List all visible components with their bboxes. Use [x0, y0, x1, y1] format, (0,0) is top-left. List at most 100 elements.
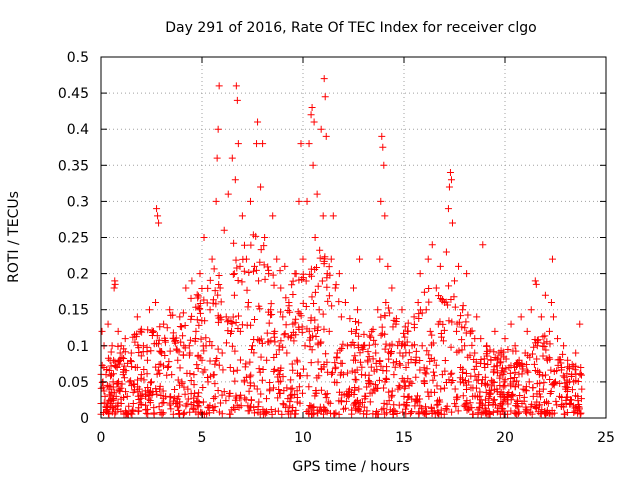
scatter-point — [331, 359, 339, 367]
scatter-point — [136, 399, 144, 407]
scatter-point — [493, 354, 501, 362]
scatter-point — [451, 277, 458, 285]
scatter-point — [147, 379, 155, 387]
scatter-point — [339, 340, 347, 348]
scatter-point — [457, 312, 465, 320]
scatter-point — [414, 398, 422, 406]
scatter-point — [230, 239, 238, 247]
scatter-point — [115, 385, 123, 393]
y-tick-label: 0.05 — [58, 375, 89, 391]
scatter-point — [351, 375, 359, 383]
scatter-point — [255, 302, 263, 310]
scatter-point — [135, 404, 143, 412]
scatter-point — [310, 118, 318, 126]
scatter-point — [320, 75, 328, 83]
scatter-point — [354, 306, 362, 314]
scatter-point — [175, 348, 183, 356]
scatter-point — [390, 371, 398, 379]
scatter-point — [158, 408, 166, 416]
scatter-point — [103, 381, 111, 389]
scatter-point — [500, 353, 508, 361]
scatter-point — [469, 410, 477, 418]
scatter-point — [270, 367, 278, 375]
scatter-point — [404, 359, 412, 367]
scatter-point — [232, 82, 240, 90]
scatter-point — [378, 330, 386, 338]
scatter-point — [388, 391, 396, 399]
scatter-point — [553, 401, 561, 409]
scatter-point — [331, 410, 339, 418]
scatter-point — [354, 341, 362, 349]
scatter-point — [529, 384, 537, 392]
scatter-point — [487, 386, 495, 394]
scatter-point — [259, 140, 267, 148]
scatter-point — [142, 401, 150, 409]
scatter-point — [365, 353, 373, 361]
scatter-point — [485, 399, 493, 407]
scatter-point — [511, 368, 519, 376]
scatter-point — [477, 335, 485, 343]
scatter-point — [214, 318, 222, 326]
scatter-point — [533, 390, 541, 398]
scatter-point — [206, 357, 214, 365]
scatter-point — [504, 346, 512, 354]
x-tick-label: 10 — [294, 430, 312, 446]
scatter-point — [186, 336, 194, 344]
scatter-point — [187, 401, 195, 409]
scatter-point — [218, 391, 226, 399]
scatter-point — [348, 367, 356, 375]
scatter-point — [505, 363, 513, 371]
scatter-point — [184, 385, 192, 393]
scatter-point — [416, 395, 424, 403]
scatter-point — [263, 356, 271, 364]
scatter-point — [561, 373, 569, 381]
scatter-point — [381, 212, 389, 220]
scatter-point — [263, 409, 271, 417]
scatter-point — [219, 366, 227, 374]
scatter-point — [352, 356, 360, 364]
scatter-point — [143, 356, 151, 364]
scatter-point — [355, 385, 363, 393]
grid-lines — [101, 57, 606, 418]
scatter-point — [271, 327, 279, 335]
scatter-point — [450, 293, 458, 301]
scatter-point — [558, 363, 566, 371]
scatter-point — [453, 320, 461, 328]
scatter-point — [347, 341, 355, 349]
scatter-point — [542, 346, 550, 354]
scatter-point — [226, 363, 234, 371]
scatter-point — [129, 400, 137, 408]
scatter-point — [265, 338, 273, 346]
scatter-point — [256, 258, 264, 266]
scatter-point — [415, 314, 423, 322]
scatter-point — [362, 392, 370, 400]
scatter-point — [577, 409, 585, 417]
scatter-point — [260, 261, 268, 269]
scatter-point — [460, 379, 468, 387]
scatter-point — [366, 332, 374, 340]
scatter-point — [297, 312, 305, 320]
scatter-point — [303, 408, 311, 416]
scatter-point — [236, 356, 244, 364]
scatter-point — [434, 320, 442, 328]
scatter-point — [215, 361, 223, 369]
scatter-point — [250, 382, 258, 390]
scatter-point — [323, 358, 331, 366]
y-tick-label: 0 — [80, 411, 89, 427]
scatter-point — [290, 337, 298, 345]
scatter-point — [117, 342, 125, 350]
scatter-point — [422, 306, 430, 314]
scatter-point — [233, 264, 241, 272]
scatter-point — [489, 378, 497, 386]
scatter-point — [554, 335, 562, 343]
scatter-point — [439, 337, 447, 345]
scatter-point — [400, 329, 408, 337]
scatter-point — [324, 297, 332, 305]
scatter-point — [490, 396, 498, 404]
scatter-point — [370, 367, 378, 375]
scatter-point — [499, 371, 507, 379]
scatter-point — [288, 384, 296, 392]
scatter-point — [572, 349, 580, 357]
x-tick-label: 20 — [496, 430, 514, 446]
scatter-point — [145, 306, 153, 314]
